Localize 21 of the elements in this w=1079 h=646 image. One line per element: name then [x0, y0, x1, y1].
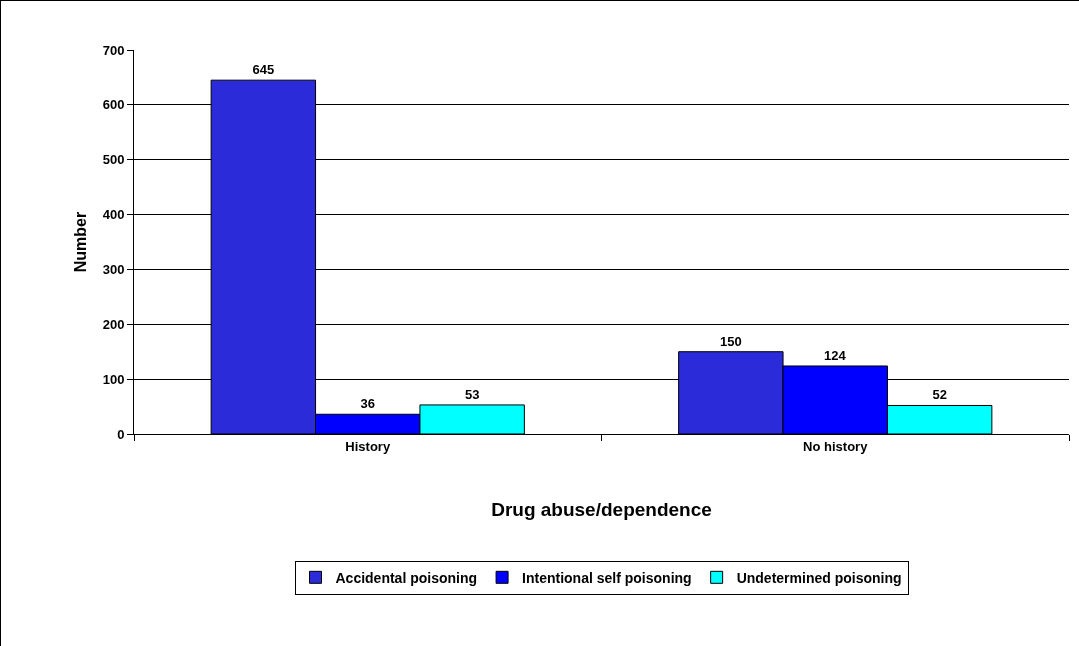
data-label: 150 [719, 333, 742, 349]
legend-label: Undetermined poisoning [736, 569, 902, 586]
legend-label: Intentional self poisoning [522, 569, 692, 586]
y-tick-label: 200 [102, 316, 125, 332]
y-tick-label: 500 [102, 152, 125, 168]
x-tick-label: History [345, 438, 391, 454]
y-tick-label: 600 [102, 97, 125, 113]
data-label: 645 [252, 62, 275, 78]
y-tick-label: 400 [102, 207, 125, 223]
data-label: 36 [360, 396, 375, 412]
data-label: 52 [932, 387, 947, 403]
y-tick-label: 700 [102, 42, 125, 58]
y-tick-label: 300 [102, 261, 125, 277]
y-axis-title: Number [71, 211, 89, 273]
data-label: 124 [824, 347, 847, 363]
data-label: 53 [464, 386, 480, 402]
legend-label: Accidental poisoning [335, 569, 478, 586]
x-axis-title: Drug abuse/dependence [491, 499, 712, 521]
y-tick-label: 100 [102, 371, 125, 387]
x-tick-label: No history [803, 438, 869, 454]
y-tick-label: 0 [117, 426, 125, 442]
